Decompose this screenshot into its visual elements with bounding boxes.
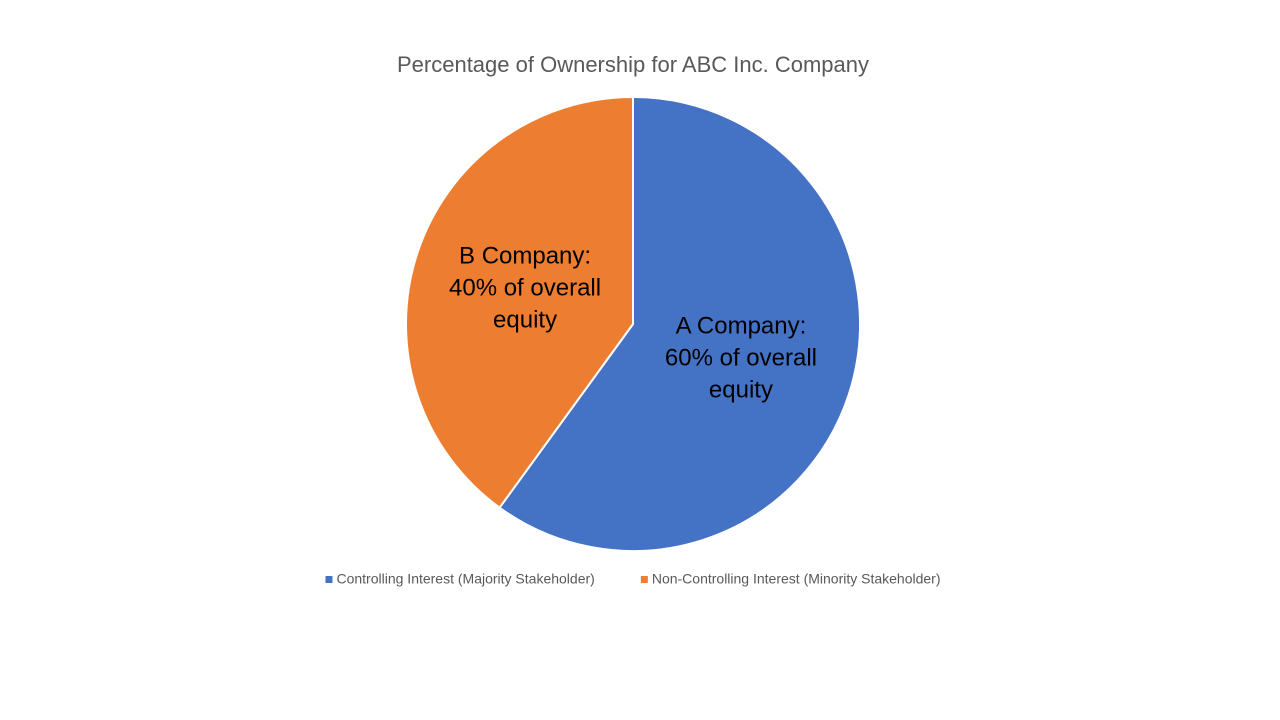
pie	[405, 95, 861, 552]
legend-marker	[640, 576, 648, 583]
data-label: A Company:	[676, 312, 807, 339]
legend-label: Non-Controlling Interest (Minority Stake…	[652, 571, 941, 587]
legend-item: Non-Controlling Interest (Minority Stake…	[640, 571, 941, 587]
pie-slice	[405, 95, 634, 510]
legend-label: Controlling Interest (Majority Stakehold…	[336, 571, 594, 587]
chart-title: Percentage of Ownership for ABC Inc. Com…	[397, 52, 869, 77]
legend-marker	[325, 576, 333, 583]
data-label: B Company:	[459, 242, 591, 269]
data-labels: A Company: 60% of overall equity B Company:…	[449, 242, 817, 403]
legend: Controlling Interest (Majority Stakehold…	[325, 571, 941, 587]
data-label: equity	[493, 306, 557, 333]
legend-item: Controlling Interest (Majority Stakehold…	[325, 571, 595, 587]
pie-slice	[498, 95, 861, 552]
data-label: 40% of overall	[449, 274, 601, 301]
data-label: equity	[709, 376, 773, 403]
data-label: 60% of overall	[665, 344, 817, 371]
